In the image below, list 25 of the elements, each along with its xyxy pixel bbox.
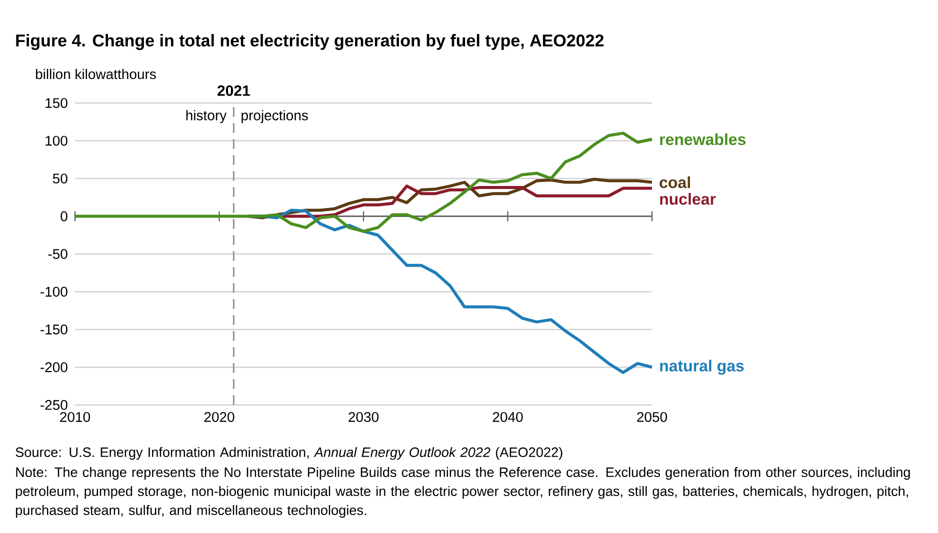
y-tick-label: -200 [40, 362, 68, 372]
x-tick-label: 2030 [348, 412, 379, 422]
y-tick-label: -50 [48, 249, 68, 259]
annotation: projections [242, 110, 308, 124]
text: Note: The change represents the No Interstate Pipeline Builds case minus the Reference case. Excludes generation from other sources, including petroleum, pumped storage, non-biogenic municipal waste in the electric power sector, refinery gas, still gas, batteries, chemicals, hydrogen, pitch, purchased steam, sulfur, and miscellaneous technologies. [16, 467, 910, 518]
x-tick-label: 2020 [204, 412, 234, 422]
ref-line-label: 2021 [218, 85, 250, 96]
y-axis-title: billion kilowatthours [36, 68, 156, 80]
x-tick-label: 2010 [60, 412, 90, 422]
series-label: coal [660, 176, 690, 188]
x-tick-label: 2050 [637, 412, 668, 422]
y-tick-label: -100 [40, 286, 68, 297]
series-label: renewables [660, 133, 746, 146]
chart-title: Figure 4. Change in total net electricity generation by fuel type, AEO2022 [16, 34, 604, 50]
y-tick-label: 150 [46, 98, 68, 108]
y-tick-label: -150 [40, 324, 68, 334]
x-tick-label: 2040 [492, 412, 523, 422]
series-label: nuclear [660, 192, 716, 205]
y-tick-label: -250 [40, 400, 68, 410]
y-tick-label: 0 [60, 211, 68, 222]
y-tick-label: 100 [46, 136, 68, 146]
source-note: Source: U.S. Energy Information Administration, Annual Energy Outlook 2022 (AEO2022) [16, 447, 562, 460]
y-tick-label: 50 [52, 174, 68, 184]
annotation: history [186, 110, 227, 124]
series-label: natural gas [660, 360, 744, 375]
